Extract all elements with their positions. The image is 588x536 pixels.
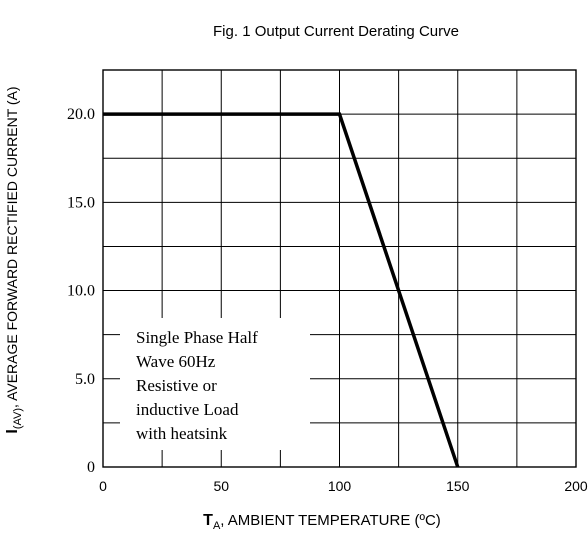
y-tick-label: 10.0 [67, 283, 95, 300]
y-tick-label: 0 [87, 459, 95, 476]
annotation-line: Resistive or [136, 376, 217, 395]
x-tick-labels: 0 50 100 150 200 [99, 478, 588, 494]
grid [102, 69, 577, 468]
annotation-line: Wave 60Hz [136, 352, 216, 371]
annotation-background [120, 318, 310, 450]
plot-frame [102, 69, 577, 468]
x-tick-label: 0 [99, 478, 107, 494]
y-tick-label: 5.0 [75, 371, 95, 388]
x-tick-label: 100 [328, 478, 352, 494]
y-tick-label: 15.0 [67, 194, 95, 211]
chart-title: Fig. 1 Output Current Derating Curve [213, 23, 459, 40]
annotation-line: inductive Load [136, 400, 239, 419]
series [103, 112, 460, 468]
x-tick-label: 50 [213, 478, 229, 494]
y-axis-label: I(AV), AVERAGE FORWARD RECTIFIED CURRENT… [4, 86, 24, 433]
series-line [103, 112, 460, 468]
annotation-line: with heatsink [136, 424, 228, 443]
x-tick-label: 200 [564, 478, 588, 494]
x-tick-label: 150 [446, 478, 470, 494]
annotation: Single Phase Half Wave 60Hz Resistive or in… [136, 328, 258, 443]
annotation-line: Single Phase Half [136, 328, 258, 347]
y-tick-labels: 0 5.0 10.0 15.0 20.0 [67, 106, 95, 476]
x-axis-label: TA, AMBIENT TEMPERATURE (ºC) [203, 512, 441, 532]
y-tick-label: 20.0 [67, 106, 95, 123]
